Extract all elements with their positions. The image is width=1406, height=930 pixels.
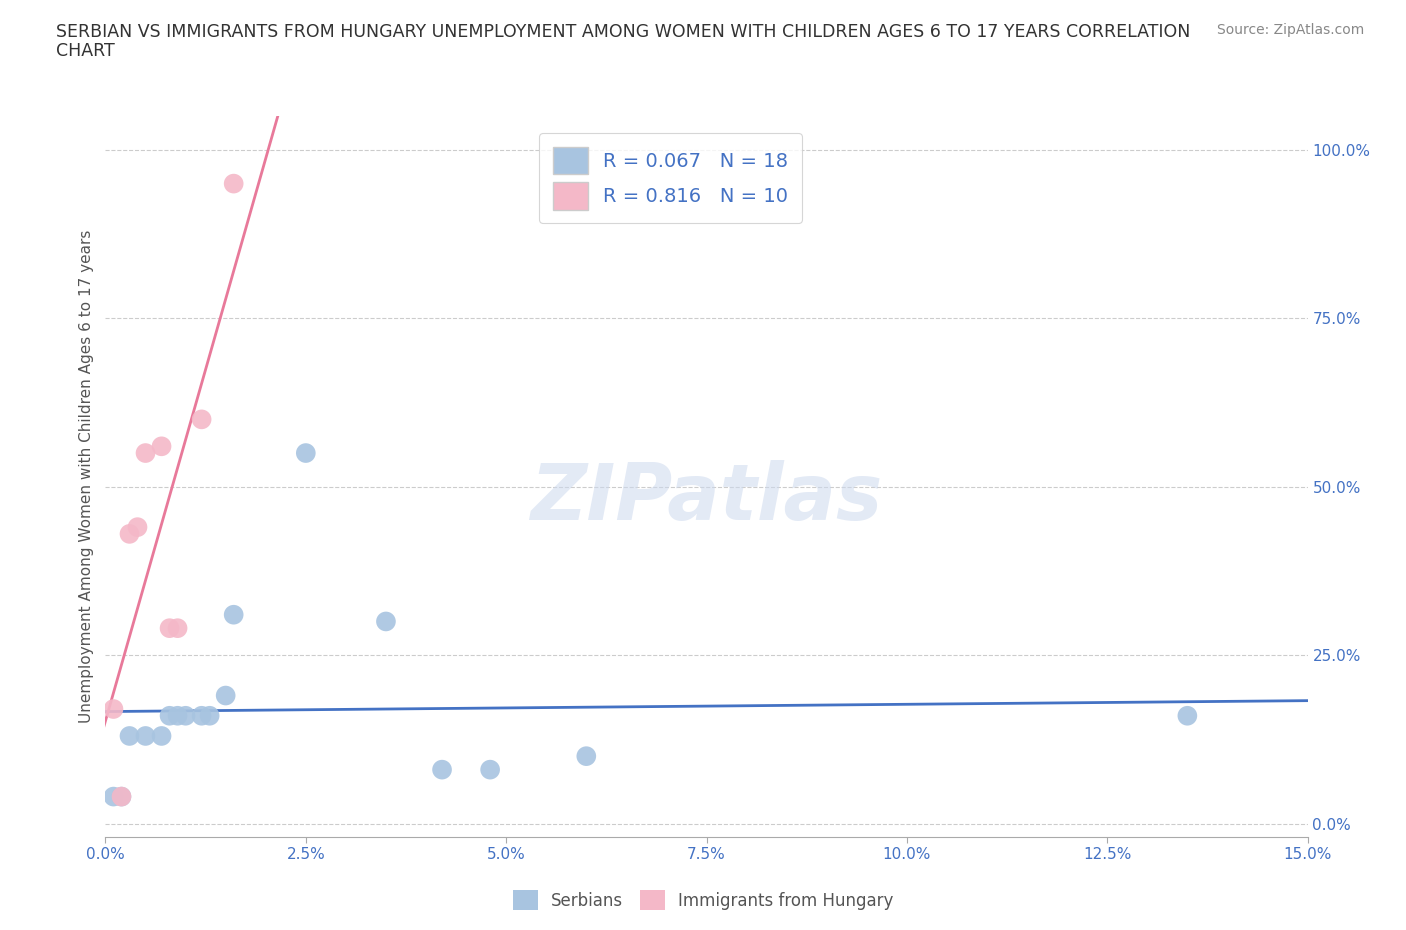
Point	[214, 688, 236, 703]
Point	[103, 701, 125, 716]
Point	[295, 445, 318, 460]
Point	[166, 620, 188, 635]
Y-axis label: Unemployment Among Women with Children Ages 6 to 17 years: Unemployment Among Women with Children A…	[79, 230, 94, 724]
Text: SERBIAN VS IMMIGRANTS FROM HUNGARY UNEMPLOYMENT AMONG WOMEN WITH CHILDREN AGES 6: SERBIAN VS IMMIGRANTS FROM HUNGARY UNEMP…	[56, 23, 1191, 41]
Point	[166, 709, 188, 724]
Point	[103, 790, 125, 804]
Point	[198, 709, 221, 724]
Point	[222, 607, 245, 622]
Point	[150, 728, 173, 743]
Point	[430, 763, 453, 777]
Text: CHART: CHART	[56, 42, 115, 60]
Point	[110, 790, 132, 804]
Point	[150, 439, 173, 454]
Point	[135, 445, 157, 460]
Point	[127, 520, 149, 535]
Point	[110, 790, 132, 804]
Point	[479, 763, 502, 777]
Point	[374, 614, 398, 629]
Legend: R = 0.067   N = 18, R = 0.816   N = 10: R = 0.067 N = 18, R = 0.816 N = 10	[538, 133, 801, 223]
Point	[159, 620, 181, 635]
Point	[575, 749, 598, 764]
Point	[135, 728, 157, 743]
Point	[159, 709, 181, 724]
Legend: Serbians, Immigrants from Hungary: Serbians, Immigrants from Hungary	[506, 884, 900, 917]
Point	[118, 728, 141, 743]
Point	[190, 412, 212, 427]
Point	[222, 176, 245, 191]
Text: Source: ZipAtlas.com: Source: ZipAtlas.com	[1216, 23, 1364, 37]
Point	[174, 709, 197, 724]
Point	[118, 526, 141, 541]
Point	[190, 709, 212, 724]
Text: ZIPatlas: ZIPatlas	[530, 460, 883, 537]
Point	[1177, 709, 1199, 724]
